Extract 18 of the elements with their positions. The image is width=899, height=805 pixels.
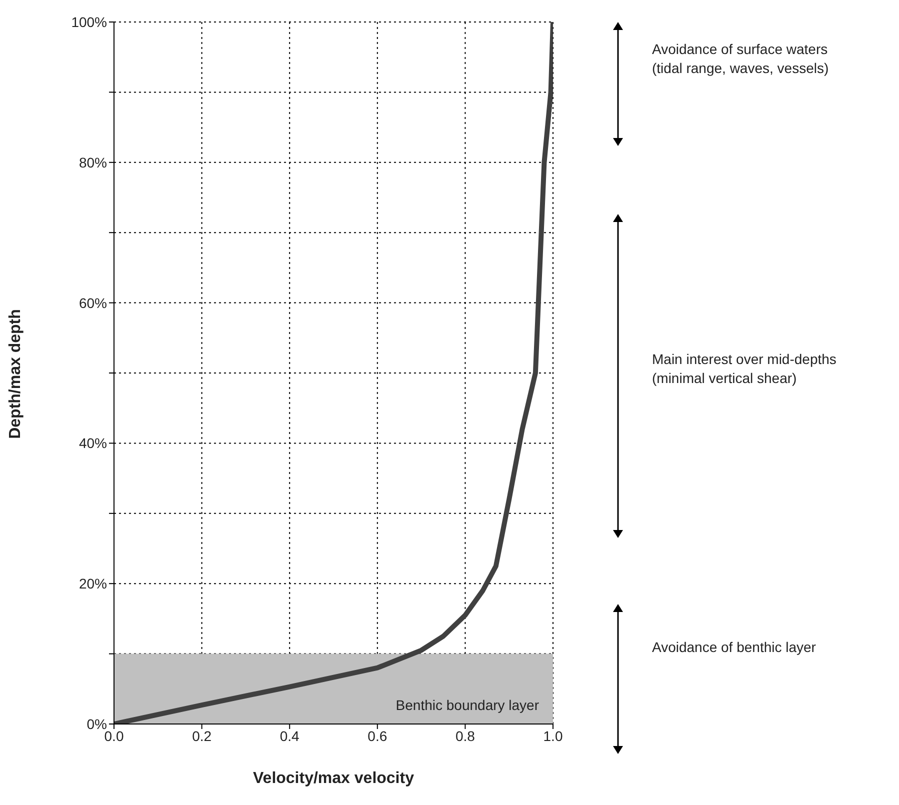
x-tick-label: 0.0	[104, 728, 124, 744]
text: Main interest over mid-depths (minimal vertical shear)	[652, 350, 836, 388]
y-tick-label: 60%	[78, 294, 107, 311]
x-axis-title: Velocity/max velocity	[252, 770, 415, 788]
y-tick-label: 0%	[86, 716, 107, 732]
x-tick-label: 1.0	[543, 728, 563, 744]
text: Avoidance of surface waters (tidal range, waves, vessels)	[652, 40, 829, 78]
y-tick-label: 40%	[78, 435, 107, 452]
y-axis-title: Depth/max depth	[7, 309, 25, 439]
x-tick-label: 0.4	[280, 728, 300, 744]
band-label: Benthic boundary layer	[396, 697, 540, 713]
x-tick-label: 0.2	[192, 728, 212, 744]
x-tick-label: 0.6	[368, 728, 388, 744]
y-tick-label: 100%	[71, 14, 107, 30]
text: Avoidance of benthic layer	[652, 638, 816, 657]
x-tick-label: 0.8	[455, 728, 476, 744]
y-tick-label: 80%	[78, 154, 107, 170]
y-tick-label: 20%	[78, 576, 107, 592]
